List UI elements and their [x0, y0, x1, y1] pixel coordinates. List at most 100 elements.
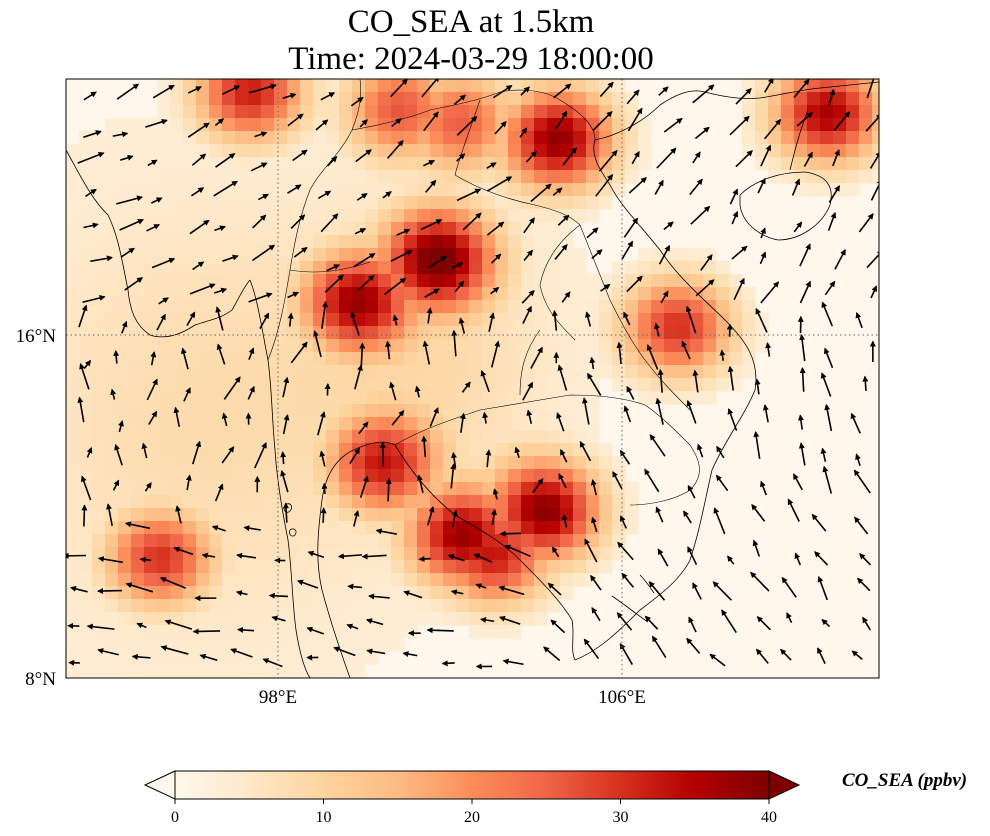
wind-arrow	[317, 411, 326, 436]
wind-arrow	[493, 85, 513, 99]
wind-arrow	[621, 240, 634, 260]
wind-arrow	[213, 180, 238, 197]
wind-arrow	[422, 340, 431, 365]
wind-arrow	[424, 288, 440, 298]
map-title: CO_SEA at 1.5km	[347, 4, 595, 40]
wind-arrow	[828, 185, 841, 203]
wind-arrow	[562, 147, 577, 166]
wind-arrow	[584, 311, 592, 327]
wind-arrow	[346, 623, 359, 630]
wind-arrow	[654, 322, 660, 337]
wind-arrow	[116, 195, 144, 205]
wind-arrow	[552, 187, 563, 196]
wind-arrow	[69, 585, 88, 593]
wind-arrow	[254, 441, 267, 469]
wind-arrow	[315, 119, 329, 131]
wind-arrow	[90, 255, 113, 263]
wind-arrow	[663, 117, 683, 133]
wind-arrow	[214, 287, 228, 294]
colorbar-tick-label: 10	[316, 809, 332, 826]
wind-arrow	[357, 274, 375, 291]
wind-arrow	[757, 177, 766, 194]
coastlines	[66, 81, 879, 678]
wind-arrow	[554, 244, 568, 260]
wind-arrow	[97, 587, 122, 594]
wind-arrow	[514, 446, 521, 458]
wind-arrow	[287, 312, 294, 327]
wind-arrow	[551, 546, 560, 558]
wind-arrow	[854, 516, 869, 535]
wind-arrow	[287, 184, 302, 194]
wind-arrow	[754, 378, 761, 395]
wind-arrow	[321, 301, 328, 329]
wind-arrow	[735, 150, 753, 168]
wind-arrow	[320, 92, 336, 101]
wind-arrow	[709, 653, 726, 667]
wind-arrow	[525, 150, 537, 163]
wind-arrow	[491, 253, 502, 264]
wind-arrow	[532, 478, 544, 494]
wind-arrow	[354, 228, 367, 235]
wind-arrow	[498, 585, 525, 596]
wind-arrow	[159, 577, 187, 589]
wind-arrow	[402, 651, 418, 658]
wind-arrow	[120, 247, 135, 258]
wind-arrow	[420, 219, 443, 231]
wind-arrow	[716, 445, 725, 459]
wind-arrow	[727, 365, 735, 391]
wind-arrow	[520, 86, 531, 96]
wind-arrow	[359, 342, 366, 368]
wind-arrow	[649, 434, 666, 457]
wind-arrow	[692, 582, 702, 600]
wind-arrow	[721, 609, 737, 633]
wind-arrow	[756, 616, 771, 631]
wind-arrow	[486, 176, 513, 192]
wind-arrow	[591, 249, 603, 260]
wind-arrow	[499, 530, 522, 537]
wind-arrow	[97, 556, 123, 564]
wind-arrow	[427, 506, 435, 526]
wind-arrow	[86, 447, 93, 458]
wind-arrow	[187, 122, 210, 138]
wind-arrow	[655, 397, 664, 425]
wind-arrow	[616, 341, 623, 365]
wind-arrow	[793, 79, 810, 99]
wind-arrow	[755, 307, 768, 333]
wind-arrow	[112, 479, 120, 491]
wind-arrow	[287, 113, 304, 127]
wind-arrow	[306, 626, 325, 635]
wind-arrow	[473, 553, 493, 563]
wind-arrow	[223, 376, 241, 400]
wind-arrow	[626, 89, 640, 105]
wind-arrow	[368, 593, 390, 600]
wind-arrow	[619, 515, 628, 529]
wind-arrow	[480, 370, 490, 393]
wind-arrow	[526, 409, 533, 424]
wind-arrow	[379, 441, 386, 467]
wind-arrow	[230, 648, 253, 658]
wind-arrow	[695, 279, 715, 297]
wind-arrow	[185, 474, 192, 491]
gridlines	[66, 79, 879, 678]
wind-arrow	[586, 227, 599, 239]
wind-arrow	[817, 575, 829, 601]
wind-arrow	[254, 131, 268, 138]
wind-arrow	[553, 83, 572, 99]
wind-arrow	[712, 581, 732, 601]
wind-arrow	[236, 552, 257, 559]
wind-arrow	[453, 94, 467, 105]
wind-arrow	[735, 87, 752, 105]
wind-arrow	[192, 261, 205, 271]
wind-arrow	[450, 589, 464, 596]
wind-arrow	[83, 91, 97, 101]
wind-arrow	[250, 162, 268, 172]
wind-arrow	[214, 225, 226, 232]
wind-arrow	[791, 178, 801, 196]
wind-arrow	[199, 653, 218, 661]
wind-arrow	[833, 111, 851, 131]
wind-arrow	[612, 470, 623, 490]
wind-arrow	[729, 188, 739, 205]
wind-arrow	[870, 178, 879, 201]
wind-arrow	[688, 616, 697, 633]
map-frame	[65, 78, 880, 679]
